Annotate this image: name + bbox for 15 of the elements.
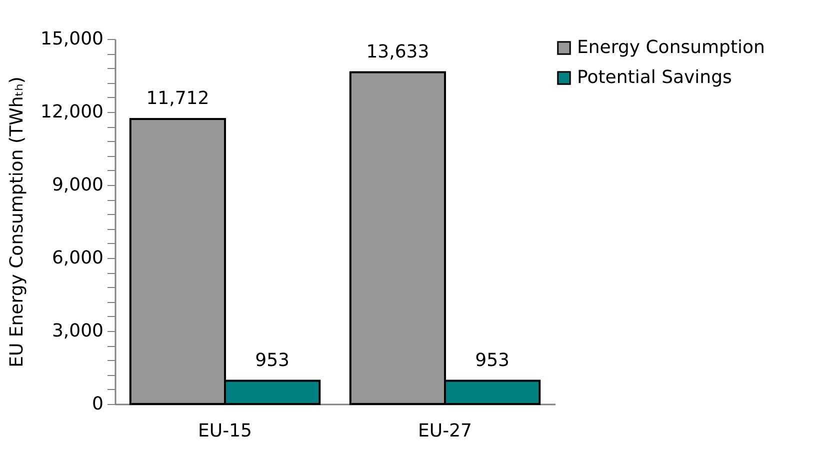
y-tick-label: 12,000	[40, 102, 104, 122]
y-tick-label: 6,000	[52, 248, 104, 268]
legend-label: Potential Savings	[577, 67, 732, 88]
x-tick-label: EU-15	[198, 420, 252, 442]
y-tick-label: 9,000	[52, 174, 104, 196]
y-tick-label: 3,000	[52, 320, 104, 342]
legend-label: Energy Consumption	[577, 37, 765, 58]
data-label: 953	[475, 350, 510, 371]
data-label: 11,712	[146, 88, 210, 110]
y-axis-title: EU Energy Consumption (TWhₜₕ)	[6, 76, 28, 368]
x-tick-label: EU-27	[418, 420, 472, 442]
y-tick-label: 0	[92, 394, 104, 414]
data-label: 13,633	[366, 41, 430, 62]
y-tick-label: 15,000	[40, 28, 104, 50]
data-label: 953	[255, 350, 290, 371]
